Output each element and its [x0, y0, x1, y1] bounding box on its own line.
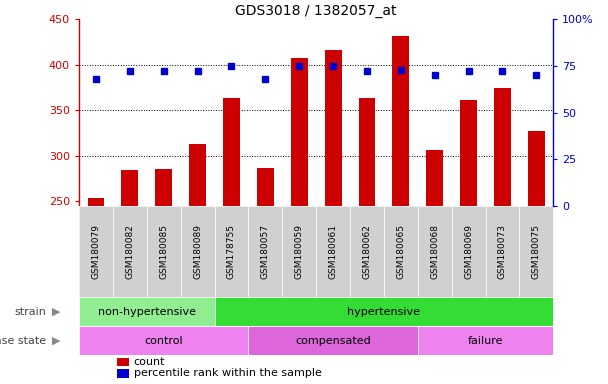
Text: count: count — [134, 357, 165, 367]
Bar — [460, 100, 477, 206]
Bar — [392, 36, 409, 206]
Bar — [189, 144, 206, 206]
Text: failure: failure — [468, 336, 503, 346]
Bar — [122, 170, 138, 206]
Bar — [426, 151, 443, 206]
Bar — [359, 98, 375, 206]
Text: GSM180079: GSM180079 — [91, 224, 100, 279]
Bar — [282, 206, 316, 297]
Text: ▶: ▶ — [52, 307, 60, 317]
Bar — [117, 358, 129, 366]
Text: GSM180065: GSM180065 — [396, 224, 406, 279]
Bar — [486, 206, 519, 297]
Bar — [316, 206, 350, 297]
Bar — [249, 206, 282, 297]
Bar — [494, 88, 511, 206]
Text: GSM180082: GSM180082 — [125, 224, 134, 279]
Text: GSM180069: GSM180069 — [464, 224, 473, 279]
Title: GDS3018 / 1382057_at: GDS3018 / 1382057_at — [235, 4, 397, 18]
Bar — [325, 50, 342, 206]
Text: GSM180061: GSM180061 — [328, 224, 337, 279]
Bar — [418, 326, 553, 355]
Text: hypertensive: hypertensive — [347, 307, 420, 317]
Bar — [215, 297, 553, 326]
Text: control: control — [145, 336, 183, 346]
Text: GSM180085: GSM180085 — [159, 224, 168, 279]
Text: strain: strain — [14, 307, 46, 317]
Bar — [257, 168, 274, 206]
Bar — [117, 369, 129, 378]
Bar — [291, 58, 308, 206]
Text: GSM180062: GSM180062 — [362, 224, 371, 279]
Text: ▶: ▶ — [52, 336, 60, 346]
Bar — [79, 297, 215, 326]
Bar — [215, 206, 249, 297]
Text: GSM180089: GSM180089 — [193, 224, 202, 279]
Bar — [519, 206, 553, 297]
Bar — [418, 206, 452, 297]
Text: GSM180075: GSM180075 — [532, 224, 541, 279]
Text: percentile rank within the sample: percentile rank within the sample — [134, 368, 322, 378]
Text: GSM180068: GSM180068 — [430, 224, 439, 279]
Text: disease state: disease state — [0, 336, 46, 346]
Text: non-hypertensive: non-hypertensive — [98, 307, 196, 317]
Bar — [155, 169, 172, 206]
Text: GSM180073: GSM180073 — [498, 224, 507, 279]
Bar — [249, 326, 418, 355]
Text: GSM180059: GSM180059 — [295, 224, 304, 279]
Bar — [79, 206, 113, 297]
Bar — [181, 206, 215, 297]
Bar — [223, 98, 240, 206]
Text: compensated: compensated — [295, 336, 371, 346]
Bar — [113, 206, 147, 297]
Bar — [452, 206, 486, 297]
Bar — [79, 326, 249, 355]
Bar — [384, 206, 418, 297]
Text: GSM180057: GSM180057 — [261, 224, 270, 279]
Bar — [350, 206, 384, 297]
Bar — [528, 131, 545, 206]
Text: GSM178755: GSM178755 — [227, 224, 236, 279]
Bar — [88, 198, 105, 206]
Bar — [147, 206, 181, 297]
